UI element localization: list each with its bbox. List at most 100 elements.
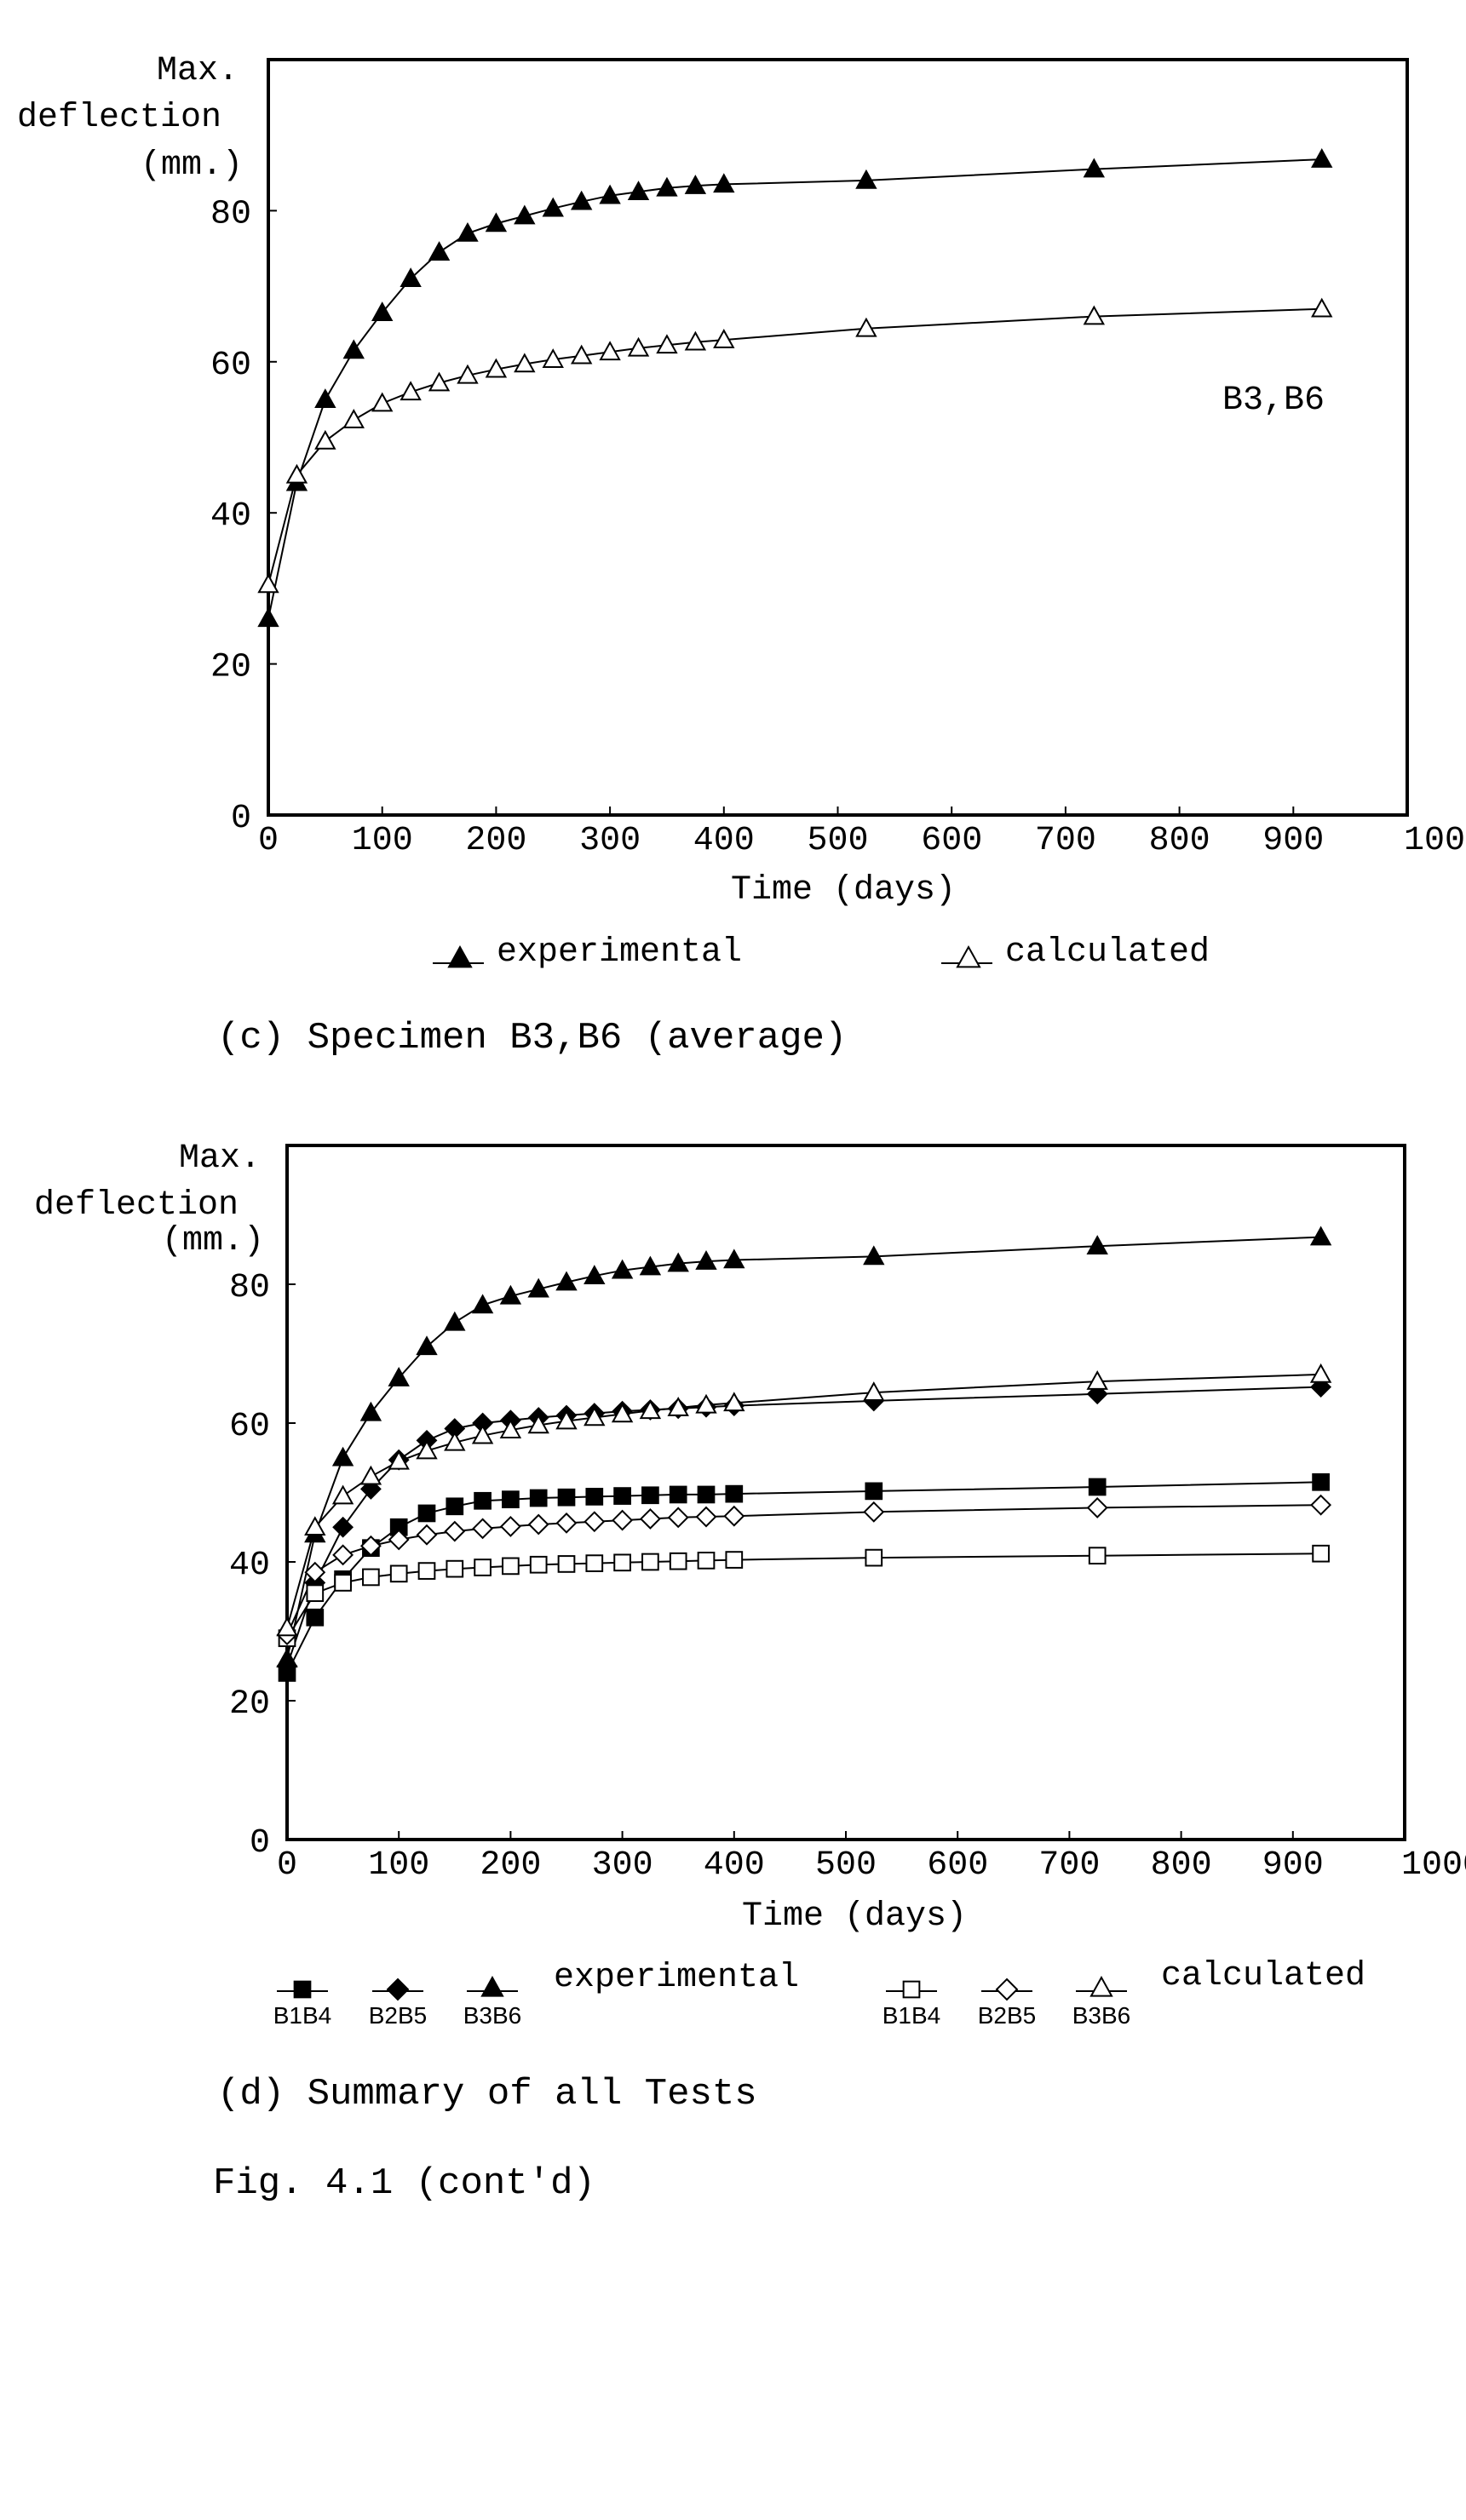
legend-item-b3b6-experimental: B3B6 xyxy=(463,1975,521,2029)
series-line xyxy=(267,158,1322,619)
data-point xyxy=(555,1409,578,1430)
data-point xyxy=(529,1489,548,1507)
series-annotation: B3,B6 xyxy=(1222,382,1325,420)
data-point xyxy=(863,1245,885,1266)
data-point xyxy=(865,1482,883,1501)
data-point xyxy=(855,169,877,189)
legend-marker-shape xyxy=(902,1980,921,1999)
legend-marker-shape xyxy=(447,944,473,968)
diamond-filled-icon xyxy=(386,1978,410,2001)
data-point xyxy=(684,175,707,194)
legend-item-label: B3B6 xyxy=(1072,2002,1131,2029)
data-point xyxy=(342,409,365,428)
square-filled-icon xyxy=(293,1980,312,1999)
data-point xyxy=(667,1507,689,1529)
data-point xyxy=(865,1548,883,1567)
data-point xyxy=(570,344,593,365)
data-point xyxy=(669,1552,687,1570)
data-point xyxy=(713,329,735,348)
data-point xyxy=(304,1561,326,1583)
data-point xyxy=(669,1485,687,1504)
data-point xyxy=(863,1501,885,1523)
y-tick-label: 80 xyxy=(229,1269,270,1307)
y-tick-label: 20 xyxy=(229,1685,270,1724)
data-point xyxy=(713,173,735,193)
data-point xyxy=(276,1648,298,1668)
x-tick-label: 0 xyxy=(277,1846,297,1885)
data-point xyxy=(697,1485,716,1504)
data-point xyxy=(1086,1370,1108,1390)
legend-group-calculated: B1B4 B2B5 B3B6 calculated xyxy=(882,1957,1365,2029)
x-tick-label: 100 xyxy=(352,822,413,860)
data-point xyxy=(514,204,536,225)
x-tick-label: 200 xyxy=(480,1846,541,1885)
data-point xyxy=(527,1414,549,1434)
data-point xyxy=(389,1564,408,1583)
y-tick-label: 80 xyxy=(210,195,251,233)
data-point xyxy=(695,1393,717,1414)
data-point xyxy=(641,1486,659,1505)
data-point xyxy=(570,190,593,210)
data-point xyxy=(502,1490,520,1509)
data-point xyxy=(1312,1544,1330,1563)
chart-c: Max. deflection (mm.) Time (days) B3,B6 … xyxy=(17,52,1466,1059)
data-point xyxy=(725,1551,744,1569)
chart-d: Max. deflection (mm.) Time (days) 0 100 20… xyxy=(34,1139,1466,2115)
x-tick-label: 400 xyxy=(693,822,755,860)
data-point xyxy=(1309,1363,1332,1383)
data-point xyxy=(371,301,394,321)
data-point xyxy=(314,388,336,408)
data-point xyxy=(667,1397,689,1416)
data-point xyxy=(359,1401,382,1421)
data-point xyxy=(639,1508,661,1530)
data-point xyxy=(371,392,394,412)
legend-label: experimental xyxy=(497,933,742,972)
data-point xyxy=(314,429,336,450)
x-tick-label: 300 xyxy=(579,822,641,860)
legend-label: calculated xyxy=(1005,933,1210,972)
data-point xyxy=(542,348,564,368)
data-point xyxy=(695,1506,717,1528)
x-tick-label: 800 xyxy=(1149,822,1210,860)
data-point xyxy=(474,1491,492,1510)
data-point xyxy=(400,381,422,401)
data-point xyxy=(1310,1494,1332,1516)
legend-item-label: B1B4 xyxy=(882,2002,941,2029)
data-point xyxy=(276,1616,298,1637)
plot-frame xyxy=(267,58,1409,817)
data-point xyxy=(359,1535,382,1557)
y-axis-label-line-2: deflection xyxy=(17,99,221,137)
legend-group-label: calculated xyxy=(1161,1957,1365,1995)
legend-marker-shape xyxy=(480,1975,504,1997)
x-tick-label: 900 xyxy=(1262,1846,1324,1885)
legend-item-label: B1B4 xyxy=(273,2002,332,2029)
x-tick-label: 200 xyxy=(465,822,526,860)
series-line xyxy=(286,1236,1321,1660)
data-point xyxy=(855,317,877,337)
data-point xyxy=(306,1608,325,1627)
triangle-open-icon xyxy=(956,944,981,968)
x-tick-label: 500 xyxy=(807,822,868,860)
data-point xyxy=(697,1552,716,1570)
x-tick-label: 900 xyxy=(1262,822,1324,860)
data-point xyxy=(1312,1472,1330,1491)
data-point xyxy=(331,1446,354,1467)
data-point xyxy=(472,1518,494,1540)
data-point xyxy=(695,1250,717,1270)
y-ticks: 0 20 40 60 80 xyxy=(210,195,277,838)
data-point xyxy=(555,1271,578,1291)
data-point xyxy=(529,1555,548,1574)
data-point xyxy=(555,1512,578,1534)
data-point xyxy=(684,330,707,351)
data-point xyxy=(388,1529,410,1551)
x-tick-label: 400 xyxy=(704,1846,765,1885)
legend-group-experimental: B1B4 B2B5 B3B6 experimental xyxy=(273,1959,799,2029)
y-tick-label: 40 xyxy=(229,1547,270,1585)
data-point xyxy=(557,1555,576,1573)
legend-item-calculated: calculated xyxy=(941,933,1210,972)
square-open-icon xyxy=(902,1980,921,1999)
series-line xyxy=(286,1386,1321,1667)
data-point xyxy=(342,339,365,359)
x-tick-label: 300 xyxy=(592,1846,653,1885)
